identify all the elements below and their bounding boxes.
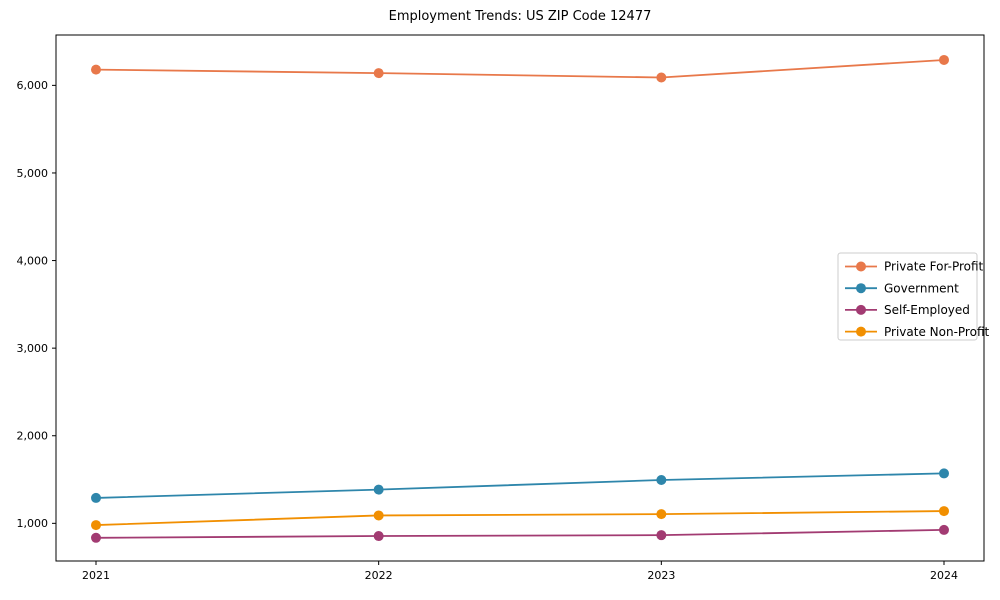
y-tick-label: 5,000	[17, 167, 49, 180]
legend-label: Private Non-Profit	[884, 325, 990, 339]
data-point-marker	[656, 530, 667, 541]
series-line	[95, 529, 945, 539]
x-tick-label: 2022	[365, 569, 393, 582]
legend-label: Government	[884, 281, 959, 295]
x-tick-label: 2024	[930, 569, 958, 582]
data-point-marker	[656, 72, 667, 83]
legend-marker	[856, 261, 866, 272]
y-tick-label: 3,000	[17, 342, 49, 355]
legend-label: Private For-Profit	[884, 260, 984, 274]
data-point-marker	[91, 520, 101, 531]
data-point-marker	[373, 531, 384, 542]
data-point-marker	[656, 474, 667, 485]
data-point-marker	[373, 68, 384, 79]
data-point-marker	[91, 492, 101, 503]
data-point-marker	[91, 64, 101, 75]
data-point-marker	[939, 506, 949, 517]
series-line	[95, 510, 945, 526]
legend-marker	[856, 283, 866, 294]
legend-marker	[856, 304, 866, 315]
x-tick-label: 2023	[647, 569, 675, 582]
y-tick-label: 6,000	[17, 79, 49, 92]
data-point-marker	[373, 484, 384, 495]
data-point-marker	[656, 509, 667, 520]
legend-label: Self-Employed	[884, 303, 970, 317]
x-tick-label: 2021	[82, 569, 110, 582]
data-point-marker	[91, 532, 101, 543]
y-tick-label: 1,000	[17, 517, 49, 530]
data-point-marker	[939, 468, 949, 479]
data-point-marker	[939, 54, 949, 65]
y-tick-label: 4,000	[17, 254, 49, 267]
data-point-marker	[373, 510, 384, 521]
data-point-marker	[939, 524, 949, 535]
series-line	[95, 472, 945, 499]
legend-marker	[856, 326, 866, 337]
legend-box	[837, 252, 978, 341]
chart-title: Employment Trends: US ZIP Code 12477	[388, 9, 652, 24]
axes-frame	[55, 34, 985, 562]
y-tick-label: 2,000	[17, 430, 49, 443]
series-line	[95, 59, 945, 79]
